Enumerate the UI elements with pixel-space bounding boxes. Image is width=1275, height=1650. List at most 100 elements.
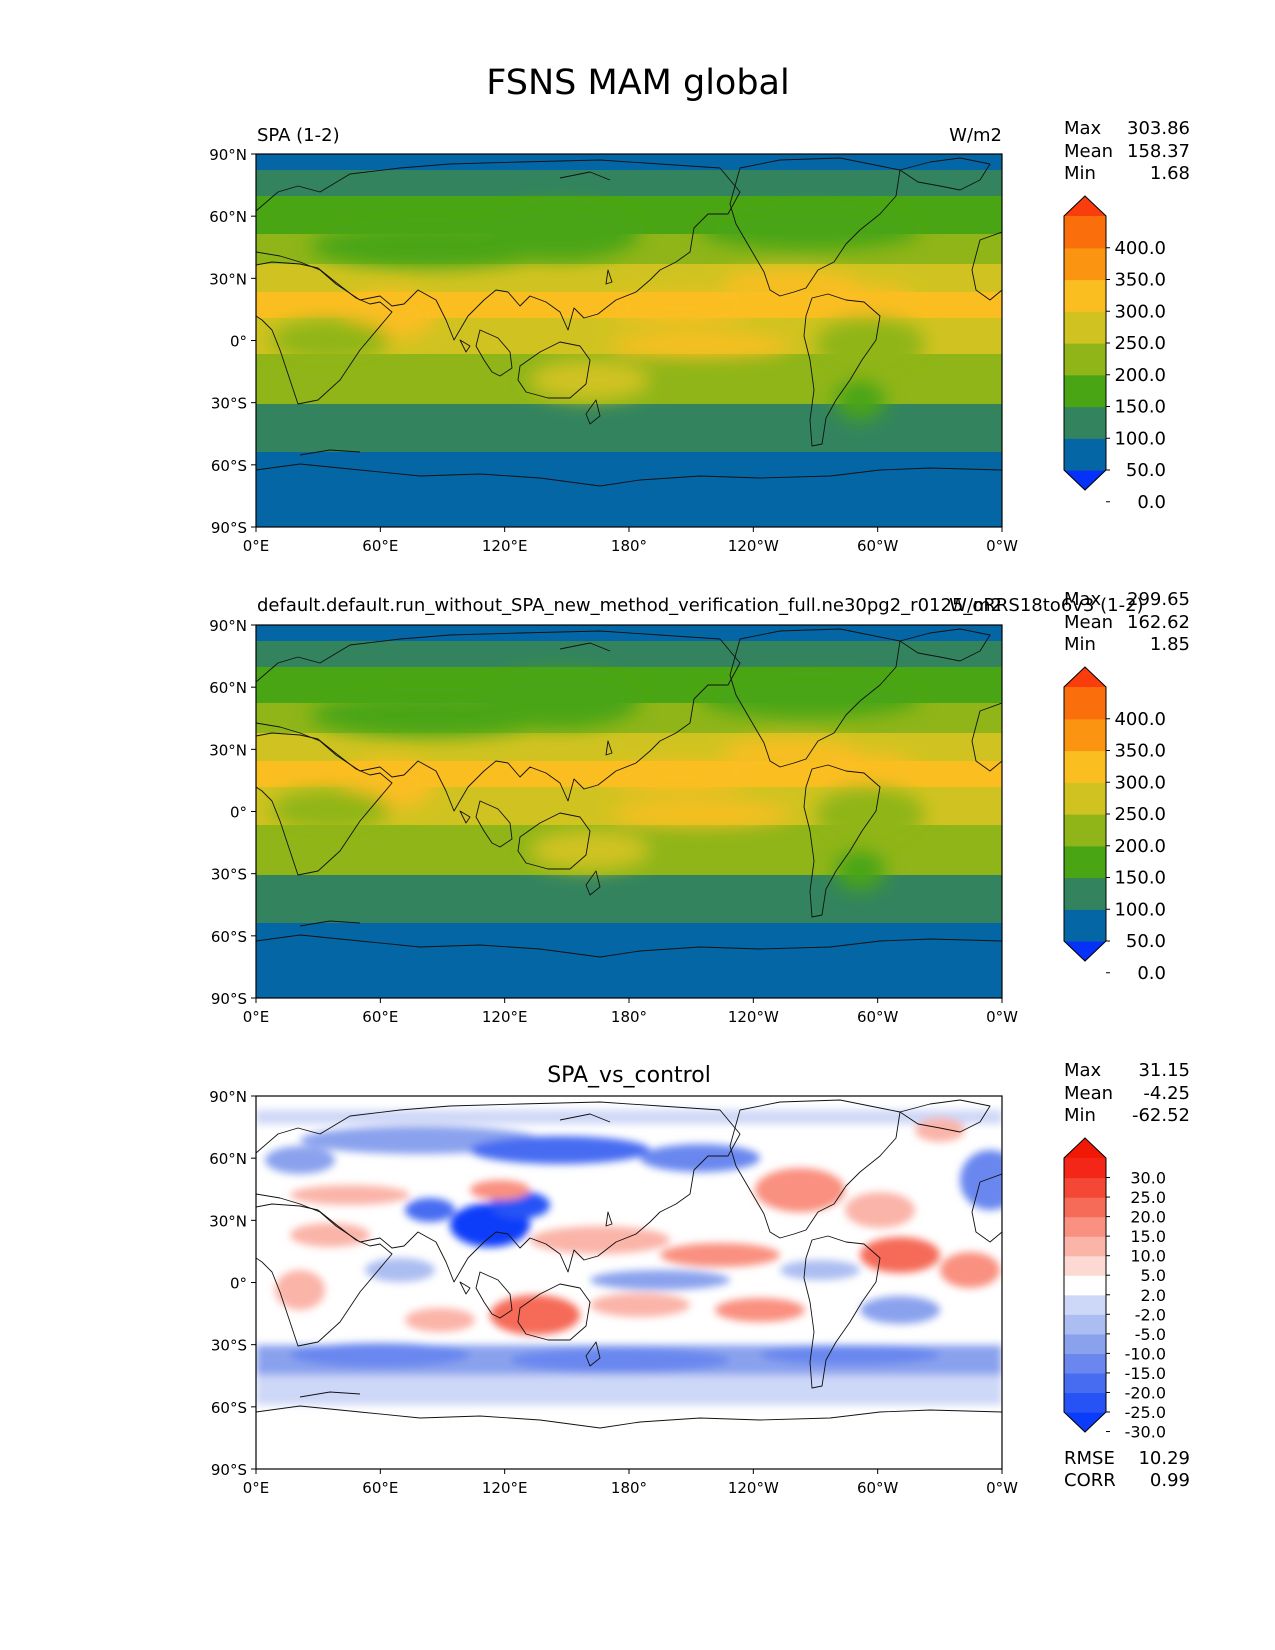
colorbar-swatch [1064,216,1106,249]
stat-label: Max [1064,118,1102,139]
lon-tick-label: 60°W [857,537,899,555]
colorbar-swatch [1064,782,1106,815]
panel-control: default.default.run_without_SPA_new_meth… [255,589,1190,999]
colorbar-tick-label: 50.0 [1126,460,1166,481]
lat-tick-label: 30°S [211,395,247,413]
lat-tick-label: 90°S [211,990,247,1008]
panel-units-label: W/m2 [949,125,1002,146]
corr-value: 0.99 [1150,1470,1190,1491]
colorbar-swatch [1064,1158,1106,1179]
stat-label: Mean [1064,1083,1113,1104]
lon-tick-label: 120°W [728,1008,779,1026]
rmse-value: 10.29 [1138,1448,1190,1469]
lon-tick-label: 0°W [986,1008,1018,1026]
colorbar-tick-label: 150.0 [1114,397,1166,418]
lon-tick-label: 120°W [728,1479,779,1497]
colorbar-tick-label: 100.0 [1114,899,1166,920]
colorbar-swatch [1064,718,1106,752]
colorbar-tick-label: 400.0 [1114,709,1166,730]
map-fill-1 [256,625,1002,998]
colorbar-tick-label: 350.0 [1114,270,1166,291]
colorbar-swatch [1064,687,1106,720]
colorbar-tick-label: 0.0 [1137,963,1166,984]
map-fill-0 [256,154,1002,527]
lat-tick-label: 60°N [209,208,247,226]
lon-tick-label: 120°E [482,1479,528,1497]
colorbar-swatch [1064,750,1106,783]
lon-tick-label: 60°E [362,1008,398,1026]
stat-label: Mean [1064,141,1113,162]
lat-tick-label: 30°N [209,1212,247,1230]
stat-label: Min [1064,634,1096,655]
lat-tick-label: 60°N [209,1150,247,1168]
panel-center-title: SPA_vs_control [547,1063,711,1088]
stat-value: 299.65 [1127,589,1190,610]
stats-block-1: Max 299.65 Mean 162.62 Min 1.85 [1064,589,1190,655]
colorbar-swatch [1064,406,1106,439]
lat-tick-label: 60°S [211,457,247,475]
stat-label: Min [1064,1105,1096,1126]
lat-tick-label: 0° [230,1275,247,1293]
lon-tick-label: 120°E [482,537,528,555]
colorbar-tick-label: 300.0 [1114,301,1166,322]
lat-tick-label: 60°N [209,679,247,697]
colorbar-tick-label: -10.0 [1125,1344,1166,1363]
colorbar-2: 30.025.020.015.010.05.02.0-2.0-5.0-10.0-… [1063,1137,1166,1442]
stat-label: Max [1064,1060,1102,1081]
colorbar-swatch [1064,1177,1106,1198]
colorbar-swatch [1064,311,1106,344]
stat-value: -4.25 [1143,1083,1190,1104]
colorbar-swatch [1064,1294,1106,1315]
colorbar-swatch [1064,470,1106,490]
stat-label: Max [1064,589,1102,610]
axes-panel-0: 90°N 60°N 30°N 0° 30°S 60°S 90°S0°E 60°E 120°E 18… [209,146,1018,555]
colorbar-tick-label: 200.0 [1114,365,1166,386]
lat-tick-label: 30°N [209,270,247,288]
colorbar-swatch [1064,845,1106,879]
panel-difference: SPA_vs_control [255,1060,1190,1491]
panel-left-title: SPA (1-2) [257,125,340,146]
corr-label: CORR [1064,1470,1116,1491]
colorbar-swatch [1064,247,1106,281]
stat-value: 1.85 [1150,634,1190,655]
colorbar-swatch [1064,1353,1106,1374]
lat-tick-label: 0° [230,333,247,351]
colorbar-outline [1063,666,1107,962]
lat-tick-label: 90°S [211,1461,247,1479]
lat-tick-label: 30°N [209,741,247,759]
stat-value: 31.15 [1138,1060,1190,1081]
lat-tick-label: 30°S [211,866,247,884]
lon-tick-label: 0°W [986,537,1018,555]
footer-stats: RMSE 10.29 CORR 0.99 [1064,1448,1190,1491]
colorbar-tick-label: 10.0 [1130,1247,1166,1266]
colorbar-swatch [1064,1216,1106,1237]
colorbar-tick-label: 15.0 [1130,1227,1166,1246]
figure-title: FSNS MAM global [486,63,789,103]
stat-value: 1.68 [1150,163,1190,184]
lon-tick-label: 0°E [243,1008,270,1026]
stat-label: Min [1064,163,1096,184]
lon-tick-label: 180° [611,1008,647,1026]
stat-label: Mean [1064,612,1113,633]
colorbar-tick-label: 0.0 [1137,492,1166,513]
colorbar-0: 400.0 350.0 300.0 250.0 200.0 150.0 100.0 50.0 0… [1063,195,1166,513]
rmse-label: RMSE [1064,1448,1115,1469]
lon-tick-label: 0°W [986,1479,1018,1497]
lon-tick-label: 120°E [482,1008,528,1026]
colorbar-swatch [1064,1197,1106,1218]
colorbar-outline [1063,1137,1107,1433]
colorbar-outline [1063,195,1107,491]
stats-block-0: Max 303.86 Mean 158.37 Min 1.68 [1064,118,1190,184]
colorbar-1: 400.0 350.0 300.0 250.0 200.0 150.0 100.0 50.0 0… [1063,666,1166,984]
colorbar-tick-label: -25.0 [1125,1403,1166,1422]
colorbar-swatch [1064,196,1106,216]
colorbar-swatch [1064,343,1106,376]
colorbar-swatch [1064,438,1106,471]
panel-units-label: W/m2 [949,595,1002,616]
colorbar-swatch [1064,1255,1106,1276]
lon-tick-label: 60°E [362,537,398,555]
colorbar-tick-label: -20.0 [1125,1383,1166,1402]
colorbar-swatch [1064,1236,1106,1257]
lon-tick-label: 0°E [243,537,270,555]
colorbar-tick-label: -5.0 [1135,1325,1166,1344]
